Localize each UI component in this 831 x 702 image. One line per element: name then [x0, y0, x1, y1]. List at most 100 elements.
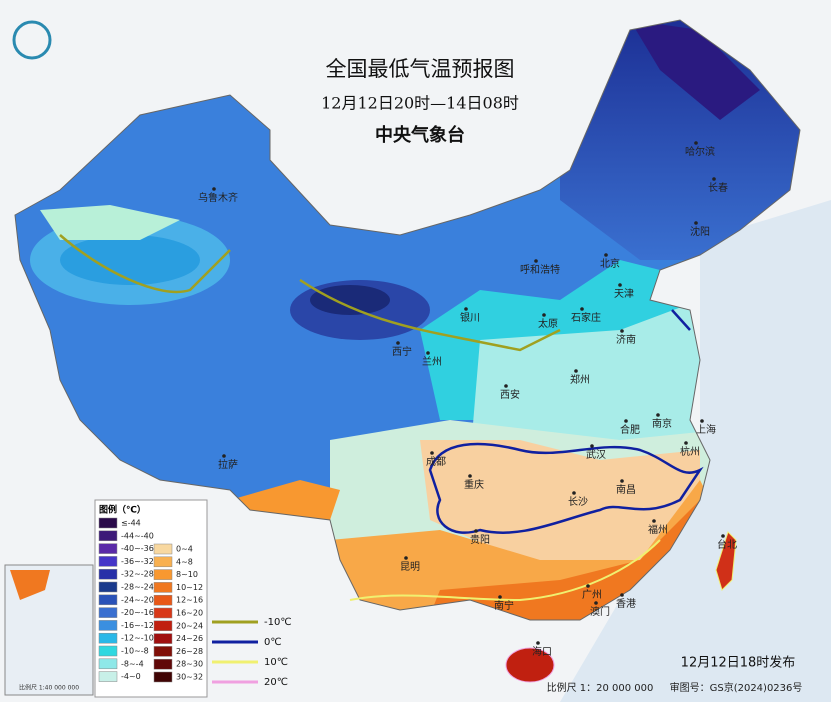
- city-label: 长沙: [568, 496, 588, 508]
- city-label: 天津: [614, 288, 634, 300]
- taiwan: [715, 531, 737, 591]
- isoline-label: 0℃: [264, 637, 282, 648]
- city-label: 银川: [460, 311, 480, 324]
- city-dot: [620, 593, 624, 597]
- city-label: 长春: [708, 182, 728, 194]
- inset-scale: 比例尺 1:40 000 000: [19, 684, 79, 692]
- city-dot: [212, 187, 216, 191]
- legend-label: -10~-8: [121, 647, 149, 656]
- city-label: 乌鲁木齐: [198, 191, 238, 204]
- city-dot: [468, 474, 472, 478]
- legend-swatch: [98, 568, 118, 580]
- hainan: [505, 647, 555, 683]
- legend-swatch: [153, 556, 173, 568]
- legend-swatch: [153, 582, 173, 593]
- city-dot: [590, 444, 594, 448]
- city-label: 呼和浩特: [520, 264, 560, 276]
- legend-label: -16~-12: [121, 621, 154, 630]
- city-label: 武汉: [586, 448, 606, 461]
- city-dot: [624, 419, 628, 423]
- city-dot: [426, 351, 430, 355]
- legend-label: 0~4: [176, 545, 193, 554]
- city-dot: [572, 491, 576, 495]
- legend-label: -24~-20: [121, 595, 154, 604]
- city-label: 石家庄: [571, 311, 601, 324]
- city-label: 香港: [616, 598, 636, 610]
- city-label: 海口: [532, 645, 552, 658]
- city-label: 郑州: [570, 373, 590, 386]
- legend-label: 20~24: [176, 621, 203, 630]
- isoline-label: -10℃: [264, 617, 292, 628]
- city-dot: [542, 313, 546, 317]
- legend-swatch: [98, 645, 118, 657]
- city-dot: [474, 529, 478, 533]
- city-label: 上海: [696, 423, 716, 436]
- legend-label: -36~-32: [121, 557, 154, 566]
- city-label: 南宁: [494, 599, 514, 612]
- city-label: 太原: [538, 317, 558, 330]
- city-dot: [464, 307, 468, 311]
- legend-label: -40~-36: [121, 544, 154, 553]
- legend-swatch: [153, 620, 173, 632]
- legend-swatch: [98, 594, 118, 606]
- city-dot: [586, 584, 590, 588]
- issued: 12月12日18时发布: [681, 655, 796, 671]
- legend-swatch: [153, 671, 173, 683]
- city-dot: [684, 441, 688, 445]
- legend-label: ≤-44: [121, 519, 141, 528]
- legend-swatch: [153, 543, 173, 555]
- city-dot: [430, 451, 434, 455]
- city-label: 重庆: [464, 478, 484, 491]
- isoline-10: [349, 539, 661, 602]
- sea: [560, 200, 831, 702]
- city-dot: [594, 601, 598, 605]
- legend-swatch: [98, 632, 118, 644]
- city-dot: [721, 534, 725, 538]
- inset: 比例尺 1:40 000 000: [4, 564, 94, 696]
- city-label: 南昌: [616, 483, 636, 496]
- legend-label: 4~8: [176, 557, 193, 566]
- scale: 比例尺 1：20 000 000: [547, 681, 654, 694]
- legend-label: 8~10: [176, 570, 198, 579]
- legend: 图例（℃） ≤-44 -44~-40 -40~-36 -36~-32 -32~-28 -2…: [94, 499, 208, 698]
- legend-label: -8~-4: [121, 659, 144, 668]
- legend-label: -20~-16: [121, 608, 154, 617]
- city-label: 西安: [500, 388, 520, 401]
- city-label: 北京: [600, 257, 620, 270]
- legend-label: -12~-10: [121, 634, 154, 643]
- city-dot: [396, 341, 400, 345]
- city-label: 澳门: [590, 605, 610, 618]
- city-dot: [498, 595, 502, 599]
- city-dot: [222, 454, 226, 458]
- approval: 审图号：GS京(2024)0236号: [670, 681, 803, 694]
- city-label: 福州: [648, 523, 668, 536]
- city-label: 南京: [652, 417, 672, 430]
- city-dot: [604, 253, 608, 257]
- city-dot: [574, 369, 578, 373]
- isoline-minus10: [59, 234, 561, 352]
- legend-swatch: [98, 658, 118, 670]
- city-label: 贵阳: [470, 533, 490, 546]
- city-dot: [652, 519, 656, 523]
- legend-label: 10~12: [176, 583, 203, 592]
- legend-label: 28~30: [176, 660, 203, 669]
- legend-label: 12~16: [176, 596, 203, 605]
- legend-swatch: [98, 517, 118, 529]
- agency: 中央气象台: [375, 124, 465, 146]
- city-dot: [404, 556, 408, 560]
- city-label: 兰州: [422, 355, 442, 368]
- city-dot: [620, 479, 624, 483]
- city-dot: [700, 419, 704, 423]
- city-label: 台北: [717, 538, 737, 551]
- city-dot: [694, 141, 698, 145]
- legend-swatch: [153, 633, 173, 644]
- isoline-label: 20℃: [264, 677, 288, 688]
- city-dot: [712, 177, 716, 181]
- legend-swatch: [153, 594, 173, 606]
- inset-land: [10, 570, 50, 600]
- legend-swatch: [98, 543, 118, 554]
- subtitle: 12月12日20时—14日08时: [321, 94, 519, 113]
- city-label: 成都: [426, 456, 446, 468]
- legend-swatch: [98, 607, 118, 618]
